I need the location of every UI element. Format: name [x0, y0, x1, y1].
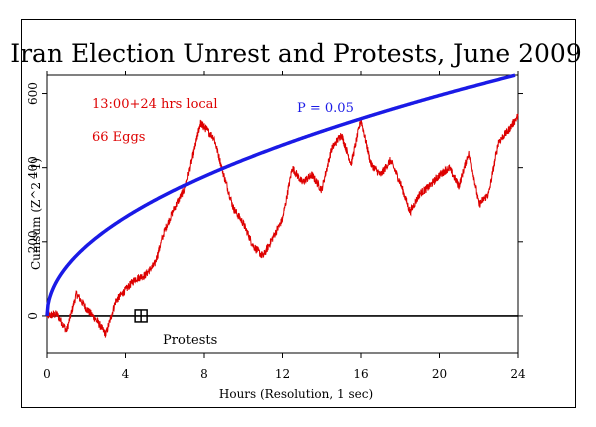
series-group: [45, 73, 519, 338]
chart-frame: [21, 19, 576, 408]
probability-annotation: P = 0.05: [297, 101, 354, 116]
y-tick-label: 400: [26, 156, 40, 179]
plot-area: [46, 74, 519, 354]
probability-envelope-line: [45, 73, 516, 317]
chart-title: Iran Election Unrest and Protests, June …: [10, 39, 582, 68]
time-window-annotation: 13:00+24 hrs local: [92, 97, 218, 112]
x-tick-label: 0: [43, 367, 51, 381]
x-axis-label: Hours (Resolution, 1 sec): [219, 387, 373, 401]
walk-series-line: [46, 113, 519, 338]
x-tick-label: 8: [200, 367, 208, 381]
y-tick-label: 0: [26, 312, 40, 320]
event-marker-group: [134, 309, 148, 323]
y-tick-label: 600: [26, 82, 40, 105]
x-tick-label: 20: [432, 367, 447, 381]
x-tick-label: 12: [275, 367, 290, 381]
axis-ticks: 0 4 8 12 16 20 24 0 200 400 600: [26, 71, 526, 381]
x-tick-label: 4: [122, 367, 130, 381]
y-axis-label: Cumsum (Z^2 - 1): [29, 158, 43, 270]
x-tick-label: 24: [510, 367, 526, 381]
eggs-annotation: 66 Eggs: [92, 130, 145, 145]
x-tick-label: 16: [353, 367, 368, 381]
y-tick-label: 200: [26, 230, 40, 253]
event-annotation: Protests: [163, 333, 217, 348]
